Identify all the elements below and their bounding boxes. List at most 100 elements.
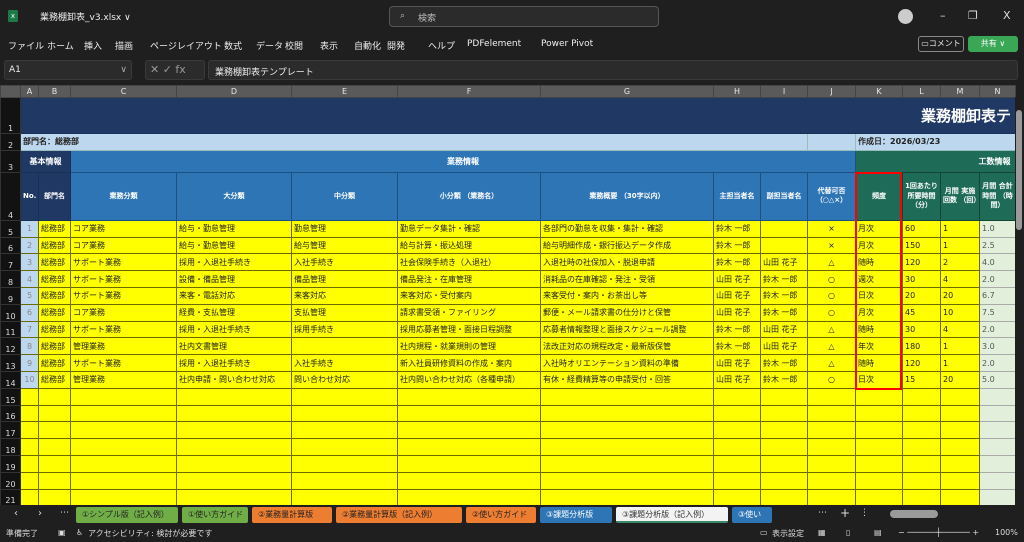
cell[interactable]: 社内規程・就業規則の管理 [397,337,541,356]
cell[interactable]: 総務部 [38,219,71,238]
row-header[interactable]: 7 [0,253,21,272]
cell[interactable]: 総務部 [38,370,71,389]
row-header[interactable]: 6 [0,236,21,255]
cell[interactable]: 総務部 [38,303,71,322]
cell[interactable]: 150 [902,236,941,255]
sheet-tab[interactable]: ①使い方ガイド [182,507,248,523]
cell[interactable]: 請求書受領・ファイリング [397,303,541,322]
cell[interactable] [940,387,980,406]
row-header[interactable]: 9 [0,286,21,305]
spreadsheet-grid[interactable]: A B C D E F G H I J K L M N 1 業務棚卸表テ 2 部門名：総務部 作成日：2026/03… [0,85,1016,507]
cell[interactable]: 6 [20,303,39,322]
cell[interactable] [855,404,903,423]
row-header[interactable]: 4 [0,171,21,221]
cell[interactable] [70,438,177,456]
cell[interactable] [20,488,39,507]
cell[interactable]: 消耗品の在庫確認・発注・受領 [540,270,714,288]
cell[interactable]: ○ [807,286,856,305]
cell[interactable]: 20 [902,286,941,305]
cell[interactable]: 1 [940,219,980,238]
cell[interactable]: 来客対応・受付案内 [397,286,541,305]
cell[interactable]: 新入社員研修資料の作成・案内 [397,354,541,372]
cell[interactable]: 2.0 [979,354,1016,372]
cell[interactable] [807,404,856,423]
cell[interactable] [540,387,714,406]
cell[interactable] [713,387,761,406]
cell[interactable] [855,438,903,456]
cell[interactable]: 120 [902,354,941,372]
column-header[interactable]: J [807,85,856,98]
group-work-info[interactable]: 業務情報 [70,149,856,173]
row-header[interactable]: 2 [0,133,21,151]
cell[interactable]: 年次 [855,337,903,356]
vertical-scrollbar[interactable] [1015,97,1024,505]
cell[interactable]: 有休・経費精算等の申請受付・回答 [540,370,714,389]
cell[interactable]: 山田 花子 [713,370,761,389]
row-header[interactable]: 5 [0,219,21,238]
cell[interactable] [713,404,761,423]
cell[interactable]: 総務部 [38,270,71,288]
cell[interactable] [397,404,541,423]
options-icon[interactable]: ⋮ [860,508,869,518]
cell[interactable]: 採用・入退社手続き [176,354,292,372]
cell[interactable] [38,471,71,490]
row-header[interactable]: 17 [0,421,21,440]
cell[interactable]: 社内文書管理 [176,337,292,356]
row-header[interactable]: 10 [0,303,21,322]
cell[interactable] [20,404,39,423]
cell[interactable] [760,471,808,490]
cell[interactable] [713,438,761,456]
cell[interactable]: 勤怠データ集計・確認 [397,219,541,238]
cell[interactable]: 3.0 [979,337,1016,356]
page-break-icon[interactable]: ▤ [874,528,882,537]
cell[interactable]: ○ [807,270,856,288]
cell[interactable]: △ [807,337,856,356]
avatar[interactable] [898,9,913,24]
cell[interactable] [855,454,903,473]
cell[interactable]: 山田 花子 [760,337,808,356]
display-settings[interactable]: 表示設定 [772,529,804,538]
cell[interactable] [979,404,1016,423]
select-all-corner[interactable] [0,85,21,98]
cell[interactable] [940,454,980,473]
row-header[interactable]: 15 [0,387,21,406]
cell[interactable]: ○ [807,303,856,322]
cell[interactable]: 経費・支払管理 [176,303,292,322]
cell[interactable]: 20 [940,370,980,389]
cell[interactable]: 鈴木 一郎 [760,270,808,288]
cell[interactable] [760,438,808,456]
cell[interactable] [902,488,941,507]
cell[interactable] [979,454,1016,473]
cell[interactable]: 総務部 [38,337,71,356]
cell[interactable]: 1 [940,236,980,255]
group-basic-info[interactable]: 基本情報 [20,149,71,173]
row-header[interactable]: 3 [0,149,21,173]
cell[interactable] [807,471,856,490]
cell[interactable]: △ [807,354,856,372]
column-title[interactable]: 大分類 [176,171,292,221]
cell[interactable] [979,387,1016,406]
row-header[interactable]: 13 [0,354,21,372]
column-title[interactable]: 業務概要 （30字以内） [540,171,714,221]
cell[interactable]: × [807,219,856,238]
cell[interactable]: 山田 花子 [713,286,761,305]
cell[interactable]: 山田 花子 [760,320,808,339]
cell[interactable] [20,454,39,473]
cell[interactable]: 2 [940,253,980,272]
cell[interactable] [760,236,808,255]
cell[interactable] [176,421,292,440]
column-title[interactable]: 業務分類 [70,171,177,221]
cell[interactable]: 6.7 [979,286,1016,305]
cell[interactable]: 1 [940,337,980,356]
row-header[interactable]: 18 [0,438,21,456]
cell[interactable]: 来客受付・案内・お茶出し等 [540,286,714,305]
cell[interactable]: 鈴木 一郎 [713,219,761,238]
group-effort-info[interactable]: 工数情報 [855,149,1016,173]
accessibility-status[interactable]: アクセシビリティ: 検討が必要です [88,529,213,538]
menu-9[interactable]: 自動化 [354,42,382,52]
row-header[interactable]: 1 [0,97,21,134]
cell[interactable] [760,387,808,406]
cell[interactable] [291,421,398,440]
cell[interactable]: 2.5 [979,236,1016,255]
cell[interactable]: 2.0 [979,320,1016,339]
